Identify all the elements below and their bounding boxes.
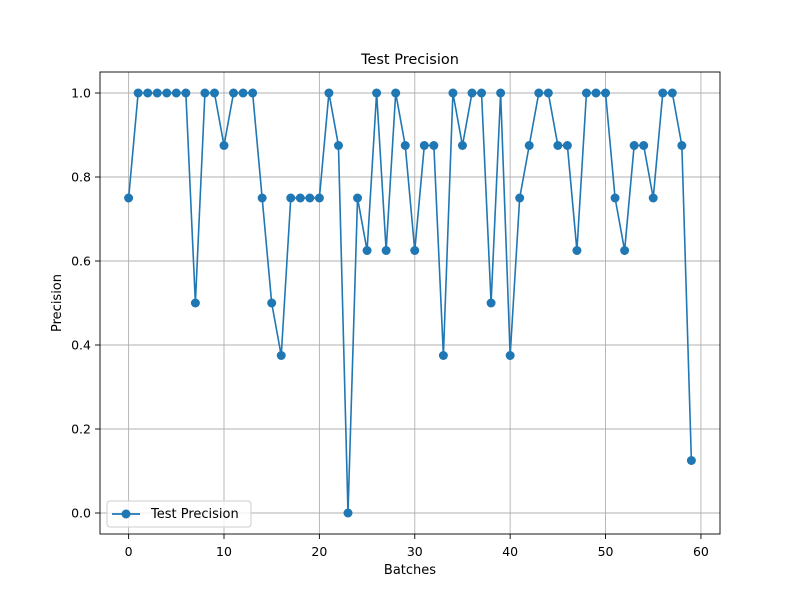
data-point [381, 246, 391, 255]
data-point [562, 141, 572, 150]
data-point [248, 88, 258, 98]
series-layer [124, 88, 696, 518]
y-tick-label: 1.0 [71, 86, 91, 101]
data-point [362, 246, 372, 255]
data-point [686, 456, 696, 465]
x-tick-label: 10 [216, 544, 232, 559]
data-point [620, 246, 630, 255]
data-point [343, 508, 353, 518]
data-point [257, 193, 267, 203]
x-axis-label: Batches [384, 563, 436, 578]
data-point [209, 88, 219, 98]
series-line-test-precision [127, 92, 693, 514]
data-point [152, 88, 162, 98]
data-point [543, 88, 553, 98]
data-point [314, 193, 324, 203]
data-point [429, 141, 439, 150]
data-point [372, 88, 382, 98]
data-point [467, 88, 477, 98]
data-point [238, 88, 248, 98]
data-point [419, 141, 429, 150]
data-point [190, 298, 200, 308]
data-point [658, 88, 668, 98]
data-point [171, 88, 181, 98]
x-tick-label: 50 [598, 544, 614, 559]
legend: Test Precision [106, 500, 252, 528]
data-point [276, 351, 286, 360]
data-point [267, 298, 277, 308]
y-axis-ticks: 0.0 0.2 0.4 0.6 0.8 1.0 [71, 86, 100, 521]
data-point [639, 141, 649, 150]
data-point [648, 193, 658, 203]
x-tick-label: 40 [502, 544, 518, 559]
data-point [133, 88, 143, 98]
data-point [591, 88, 601, 98]
y-tick-label: 0.4 [71, 338, 91, 353]
data-point [229, 88, 239, 98]
x-axis-ticks: 0 10 20 30 40 50 60 [125, 534, 709, 559]
x-tick-label: 30 [407, 544, 423, 559]
y-tick-label: 0.8 [71, 170, 91, 185]
data-point [410, 246, 420, 255]
data-point [391, 88, 401, 98]
data-point [553, 141, 563, 150]
data-point [143, 88, 153, 98]
data-point [324, 88, 334, 98]
legend-label-test-precision: Test Precision [150, 507, 239, 522]
data-point [667, 88, 677, 98]
data-point [534, 88, 544, 98]
data-point [305, 193, 315, 203]
data-point [610, 193, 620, 203]
data-point [515, 193, 525, 203]
data-point [162, 88, 172, 98]
data-point [477, 88, 487, 98]
y-tick-label: 0.0 [71, 506, 91, 521]
data-point [677, 141, 687, 150]
data-point [286, 193, 296, 203]
x-tick-label: 0 [125, 544, 133, 559]
data-point [219, 141, 229, 150]
data-point [457, 141, 467, 150]
data-point [524, 141, 534, 150]
y-tick-label: 0.2 [71, 422, 91, 437]
grid [100, 72, 720, 534]
data-point [486, 298, 496, 308]
x-tick-label: 60 [693, 544, 709, 559]
legend-marker-sample [121, 509, 131, 519]
legend-box [106, 500, 252, 528]
data-point [124, 193, 134, 203]
plot-frame [99, 71, 721, 535]
data-point [505, 351, 515, 360]
data-point [400, 141, 410, 150]
data-point [601, 88, 611, 98]
data-point [200, 88, 210, 98]
data-point [496, 88, 506, 98]
data-point [581, 88, 591, 98]
data-point [448, 88, 458, 98]
data-point [629, 141, 639, 150]
data-point [181, 88, 191, 98]
chart-title: Test Precision [360, 52, 459, 68]
x-tick-label: 20 [311, 544, 327, 559]
data-point [295, 193, 305, 203]
data-point [353, 193, 363, 203]
data-point [333, 141, 343, 150]
y-axis-label: Precision [50, 274, 65, 332]
data-point [438, 351, 448, 360]
y-tick-label: 0.6 [71, 254, 91, 269]
data-point [572, 246, 582, 255]
